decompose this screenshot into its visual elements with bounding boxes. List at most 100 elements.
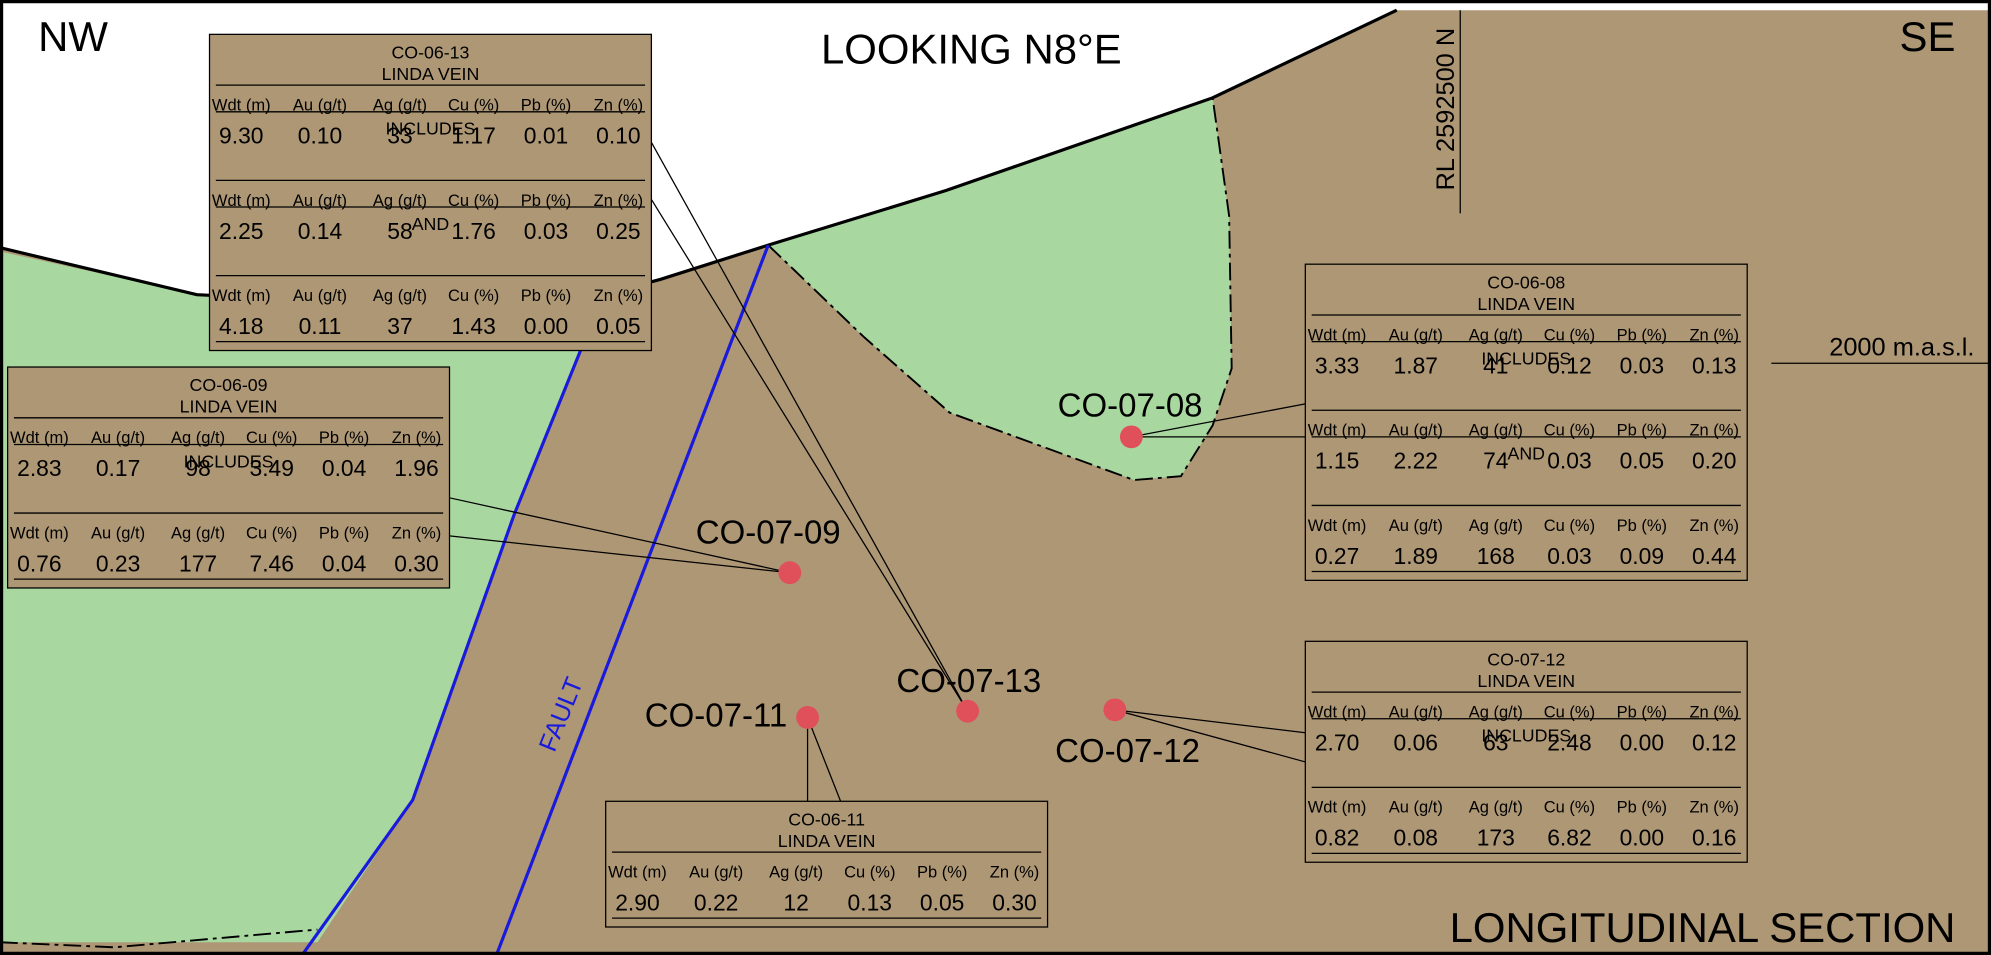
cell-value: 0.13	[848, 889, 892, 915]
cell-value: 0.09	[1620, 543, 1664, 569]
cell-value: 0.76	[17, 550, 61, 576]
column-header: Wdt (m)	[1308, 517, 1367, 535]
cell-value: 0.05	[1620, 448, 1664, 474]
table-title: CO-06-13	[391, 42, 469, 62]
column-header: Zn (%)	[990, 863, 1040, 881]
cell-value: 0.25	[596, 218, 640, 244]
column-header: Wdt (m)	[608, 863, 667, 881]
cell-value: 0.10	[596, 123, 640, 149]
cell-value: 2.83	[17, 455, 61, 481]
section-label: INCLUDES	[1481, 726, 1571, 746]
column-header: Cu (%)	[246, 524, 297, 542]
column-header: Cu (%)	[448, 287, 499, 305]
hole-label: CO-07-09	[696, 514, 841, 551]
drill-hole	[796, 706, 819, 729]
column-header: Ag (g/t)	[1469, 799, 1523, 817]
hole-label: CO-07-12	[1055, 732, 1200, 769]
cell-value: 0.03	[524, 218, 568, 244]
table-title: CO-06-08	[1487, 272, 1565, 292]
table-title: CO-06-09	[190, 375, 268, 395]
cell-value: 168	[1477, 543, 1515, 569]
cell-value: 0.27	[1315, 543, 1359, 569]
cell-value: 2.22	[1394, 448, 1438, 474]
cell-value: 0.04	[322, 550, 367, 576]
cell-value: 0.14	[298, 218, 343, 244]
cell-value: 1.15	[1315, 448, 1359, 474]
cell-value: 2.25	[219, 218, 263, 244]
drill-hole	[1103, 698, 1126, 721]
section-label: INCLUDES	[184, 451, 274, 471]
cell-value: 0.22	[694, 889, 738, 915]
cell-value: 0.44	[1692, 543, 1737, 569]
column-header: Ag (g/t)	[1469, 517, 1523, 535]
table-vein: LINDA VEIN	[382, 64, 480, 84]
cell-value: 0.03	[1547, 448, 1591, 474]
drill-hole	[1120, 425, 1143, 448]
cell-value: 1.87	[1394, 352, 1438, 378]
cell-value: 58	[387, 218, 412, 244]
table-vein: LINDA VEIN	[778, 831, 876, 851]
cell-value: 74	[1483, 448, 1509, 474]
column-header: Au (g/t)	[91, 524, 145, 542]
cell-value: 1.76	[451, 218, 495, 244]
cell-value: 1.96	[394, 455, 438, 481]
cell-value: 0.00	[524, 313, 568, 339]
section-diagram: NW SE LOOKING N8°E LONGITUDINAL SECTION …	[0, 0, 1991, 955]
drill-hole	[956, 700, 979, 723]
column-header: Zn (%)	[1689, 799, 1739, 817]
cell-value: 0.01	[524, 123, 568, 149]
column-header: Ag (g/t)	[373, 287, 427, 305]
column-header: Pb (%)	[521, 287, 571, 305]
cell-value: 6.82	[1547, 825, 1591, 851]
cell-value: 0.23	[96, 550, 140, 576]
column-header: Au (g/t)	[1389, 799, 1443, 817]
cell-value: 7.46	[249, 550, 293, 576]
section-label: AND	[1508, 444, 1546, 464]
cell-value: 0.10	[298, 123, 342, 149]
hole-label: CO-07-08	[1058, 387, 1203, 424]
cell-value: 1.89	[1394, 543, 1438, 569]
cell-value: 0.00	[1620, 825, 1664, 851]
corner-label: NW	[38, 13, 108, 60]
column-header: Zn (%)	[1689, 517, 1739, 535]
section-label: LONGITUDINAL SECTION	[1450, 904, 1956, 951]
section-label: AND	[412, 214, 450, 234]
cell-value: 177	[179, 550, 217, 576]
cell-value: 12	[783, 889, 808, 915]
section-label: INCLUDES	[386, 119, 476, 139]
column-header: Zn (%)	[392, 524, 442, 542]
table-title: CO-06-11	[788, 809, 865, 829]
cell-value: 2.70	[1315, 730, 1359, 756]
table-title: CO-07-12	[1487, 649, 1565, 669]
cell-value: 0.06	[1394, 730, 1438, 756]
cell-value: 0.03	[1547, 543, 1591, 569]
drill-hole	[778, 561, 801, 584]
column-header: Wdt (m)	[1308, 799, 1367, 817]
column-header: Zn (%)	[594, 287, 644, 305]
column-header: Cu (%)	[844, 863, 895, 881]
elevation-label: 2000 m.a.s.l.	[1829, 334, 1974, 362]
cell-value: 1.43	[451, 313, 495, 339]
column-header: Au (g/t)	[1389, 517, 1443, 535]
corner-label: SE	[1900, 13, 1956, 60]
northing-label: RL 2592500 N	[1432, 28, 1460, 191]
cell-value: 0.03	[1620, 352, 1664, 378]
cell-value: 0.20	[1692, 448, 1736, 474]
cell-value: 0.30	[394, 550, 438, 576]
cell-value: 0.17	[96, 455, 140, 481]
table-vein: LINDA VEIN	[180, 397, 278, 417]
hole-label: CO-07-13	[896, 662, 1041, 699]
column-header: Au (g/t)	[293, 287, 347, 305]
cell-value: 0.82	[1315, 825, 1359, 851]
column-header: Pb (%)	[917, 863, 967, 881]
cell-value: 0.00	[1620, 730, 1664, 756]
column-header: Pb (%)	[1617, 517, 1667, 535]
column-header: Cu (%)	[1544, 517, 1595, 535]
cell-value: 0.11	[299, 313, 342, 339]
cell-value: 0.04	[322, 455, 367, 481]
cell-value: 0.05	[596, 313, 640, 339]
column-header: Ag (g/t)	[769, 863, 823, 881]
hole-label: CO-07-11	[645, 696, 787, 733]
cell-value: 0.08	[1394, 825, 1438, 851]
column-header: Wdt (m)	[10, 524, 69, 542]
